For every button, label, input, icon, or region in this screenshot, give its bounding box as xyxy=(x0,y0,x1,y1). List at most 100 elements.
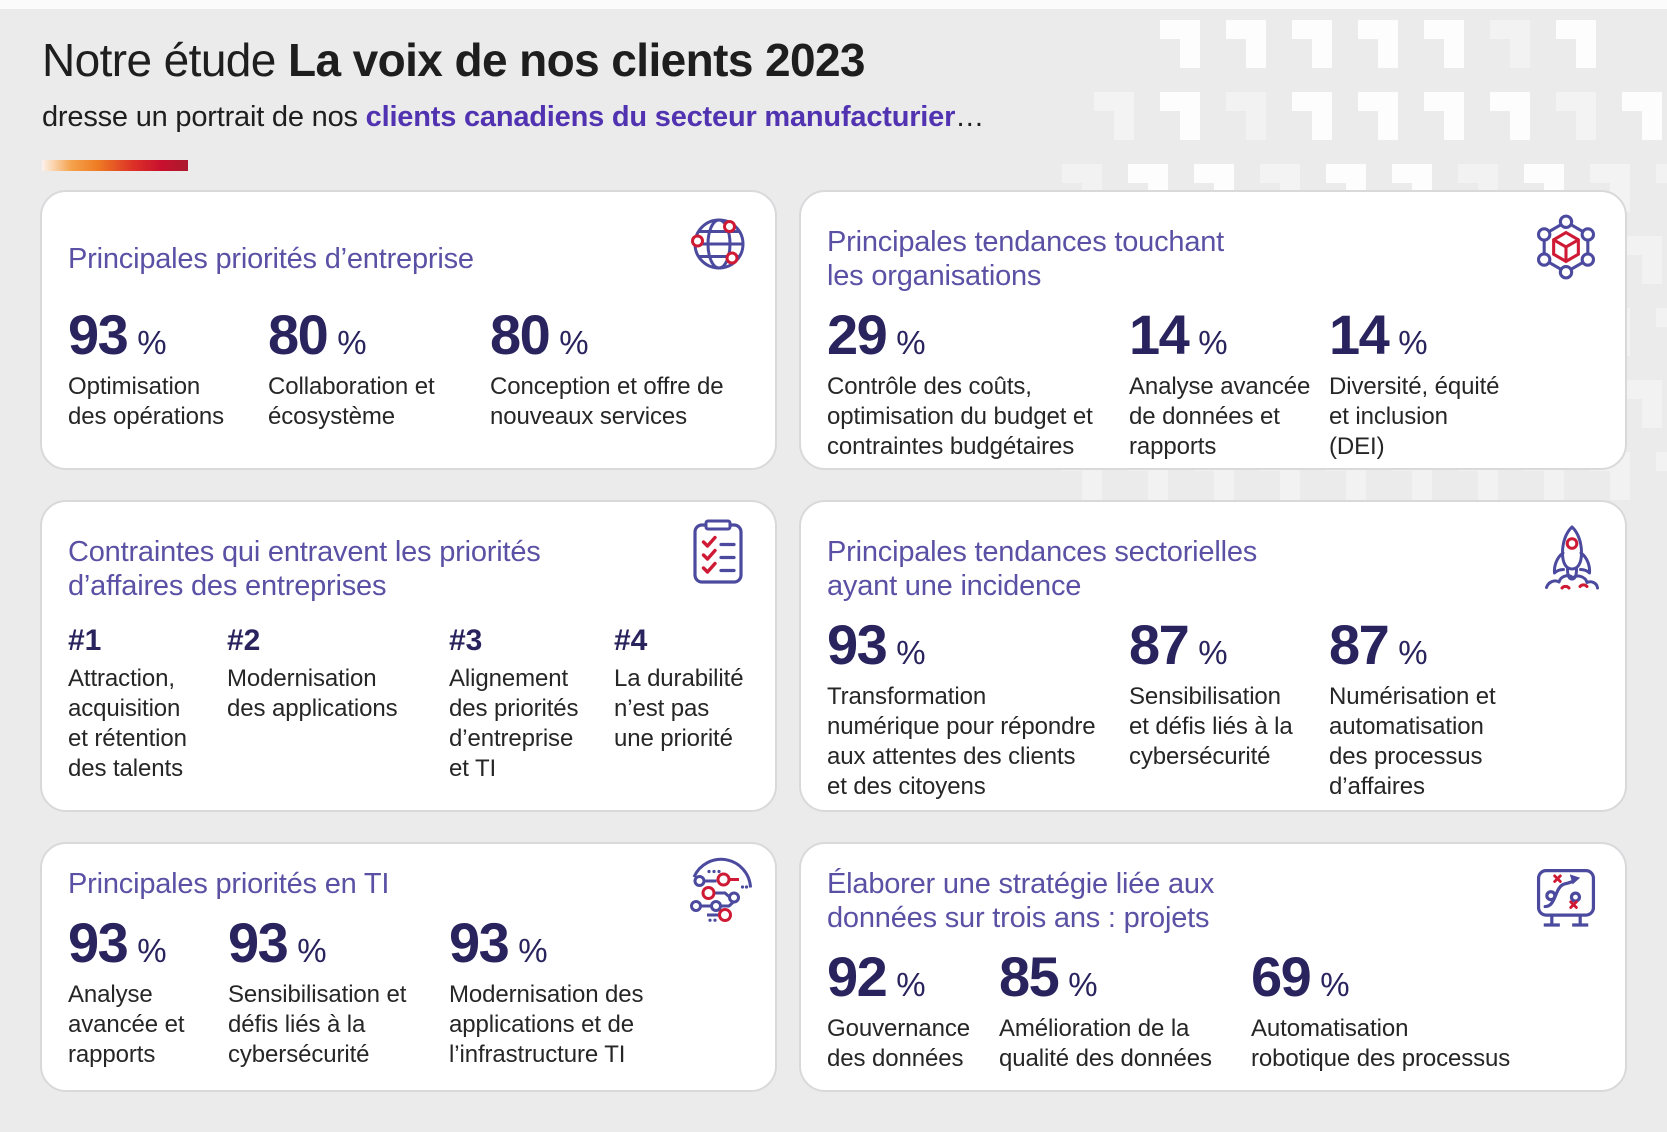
stat: 80% Collaboration et écosystème xyxy=(268,305,490,432)
stat-label: Alignement des priorités d’entreprise et… xyxy=(449,664,579,782)
stat-value: 85 xyxy=(999,945,1060,1008)
pattern-tile xyxy=(1358,20,1398,68)
stat-value: 87 xyxy=(1129,613,1190,676)
stat-label: Transformation numérique pour répondre a… xyxy=(827,682,1096,800)
stat: #1 Attraction, acquisition et rétention … xyxy=(68,616,227,784)
pattern-tile xyxy=(1424,92,1464,140)
stat-value: 29 xyxy=(827,303,888,366)
stat: 93% Modernisation des applications et de… xyxy=(449,911,747,1070)
stat: 93% Optimisation des opérations xyxy=(68,303,268,432)
card-organization-trends: Principales tendances touchant les organ… xyxy=(799,190,1627,470)
stat-unit: % xyxy=(1320,966,1350,1003)
stat-unit: % xyxy=(1398,324,1428,361)
stat-value: 14 xyxy=(1129,303,1190,366)
stat-label: Modernisation des applications et de l’i… xyxy=(449,980,644,1068)
stat-label: Collaboration et écosystème xyxy=(268,372,435,430)
pattern-tile xyxy=(1226,92,1266,140)
stat-number: 92% xyxy=(827,945,999,1008)
pattern-tile xyxy=(1160,20,1200,68)
stat-value: #1 xyxy=(68,624,102,657)
pattern-tile xyxy=(1656,452,1667,500)
stats-row: 93% Optimisation des opérations 80% Coll… xyxy=(68,303,747,432)
pattern-tile xyxy=(1160,92,1200,140)
strategy-board-icon xyxy=(1531,864,1601,939)
stat: #2 Modernisation des applications xyxy=(227,616,449,784)
stat-rank: #4 xyxy=(614,616,747,657)
stat-unit: % xyxy=(337,324,367,361)
stat-unit: % xyxy=(1198,324,1228,361)
stat-label: Automatisation robotique des processus xyxy=(1251,1014,1511,1072)
stat-unit: % xyxy=(137,324,167,361)
page-subtitle-highlight: clients canadiens du secteur manufacturi… xyxy=(365,100,956,133)
card-title: Contraintes qui entravent les priorités … xyxy=(68,535,541,602)
card-it-priorities: Principales priorités en TI 93% Analyse … xyxy=(40,842,777,1092)
stats-row: 93% Transformation numérique pour répond… xyxy=(827,613,1597,802)
page-title-bold: La voix de nos clients 2023 xyxy=(287,34,866,86)
stat-unit: % xyxy=(137,932,167,969)
stat: 93% Transformation numérique pour répond… xyxy=(827,613,1129,802)
stat-rank: #3 xyxy=(449,616,614,657)
stat-number: 93% xyxy=(228,911,449,974)
stat-number: 14% xyxy=(1329,303,1597,366)
stat-value: 93 xyxy=(449,911,510,974)
stat-label: Sensibilisation et défis liés à la cyber… xyxy=(228,980,407,1068)
pattern-tile xyxy=(1622,236,1662,284)
pattern-tile xyxy=(1556,20,1596,68)
globe-icon xyxy=(687,212,751,281)
stat-value: 93 xyxy=(827,613,888,676)
stat-label: Analyse avancée de données et rapports xyxy=(1129,372,1311,460)
stat-label: Optimisation des opérations xyxy=(68,372,225,430)
stat-label: Contrôle des coûts, optimisation du budg… xyxy=(827,372,1093,460)
accent-gradient-bar xyxy=(42,160,188,171)
stat-label: La durabilité n’est pas une priorité xyxy=(614,664,744,752)
page-subtitle-regular: dresse un portrait de nos xyxy=(42,100,366,133)
page-subtitle-ellipsis: … xyxy=(955,100,984,133)
rocket-icon xyxy=(1543,522,1601,601)
stat: 69% Automatisation robotique des process… xyxy=(1251,945,1597,1074)
card-title: Élaborer une stratégie liée aux données … xyxy=(827,867,1215,934)
stat-unit: % xyxy=(1198,634,1228,671)
stats-row: 93% Analyse avancée et rapports 93% Sens… xyxy=(68,911,747,1070)
stat-value: 14 xyxy=(1329,303,1390,366)
stat-label: Conception et offre de nouveaux services xyxy=(490,372,724,430)
top-edge xyxy=(0,0,1667,9)
stat-label: Numérisation et automatisation des proce… xyxy=(1329,682,1496,800)
pattern-tile xyxy=(1656,308,1667,356)
stat-number: 93% xyxy=(449,911,747,974)
stat-number: 93% xyxy=(68,303,268,366)
stat-label: Modernisation des applications xyxy=(227,664,398,722)
stat-value: 69 xyxy=(1251,945,1312,1008)
stat: 93% Sensibilisation et défis liés à la c… xyxy=(228,911,449,1070)
page-subtitle: dresse un portrait de nos clients canadi… xyxy=(42,101,984,134)
stat-number: 69% xyxy=(1251,945,1597,1008)
stat-rank: #1 xyxy=(68,616,227,657)
pattern-tile xyxy=(1656,164,1667,212)
stat-value: #2 xyxy=(227,624,261,657)
stat-label: Gouvernance des données xyxy=(827,1014,970,1072)
stat-label: Attraction, acquisition et rétention des… xyxy=(68,664,187,782)
pattern-tile xyxy=(1556,92,1596,140)
stat: #3 Alignement des priorités d’entreprise… xyxy=(449,616,614,784)
pattern-tile xyxy=(1490,92,1530,140)
pattern-tile xyxy=(1226,20,1266,68)
stat-value: 93 xyxy=(68,303,129,366)
stat-value: #4 xyxy=(614,624,648,657)
pattern-tile xyxy=(1622,92,1662,140)
stat-number: 14% xyxy=(1129,303,1329,366)
card-data-strategy: Élaborer une stratégie liée aux données … xyxy=(799,842,1627,1092)
pattern-tile xyxy=(1622,380,1662,428)
stat-number: 85% xyxy=(999,945,1251,1008)
stat-rank: #2 xyxy=(227,616,449,657)
stat: 85% Amélioration de la qualité des donné… xyxy=(999,945,1251,1074)
page-title-regular: Notre étude xyxy=(42,34,288,86)
stat-unit: % xyxy=(559,324,589,361)
stat: 14% Diversité, équité et inclusion (DEI) xyxy=(1329,303,1597,462)
stat: 87% Numérisation et automatisation des p… xyxy=(1329,615,1597,802)
stat-number: 87% xyxy=(1129,613,1329,676)
stat-value: 92 xyxy=(827,945,888,1008)
stat-value: 93 xyxy=(228,911,289,974)
stat-unit: % xyxy=(896,324,926,361)
stat-unit: % xyxy=(518,932,548,969)
stats-row: 92% Gouvernance des données 85% Améliora… xyxy=(827,945,1597,1074)
pattern-tile xyxy=(1358,92,1398,140)
